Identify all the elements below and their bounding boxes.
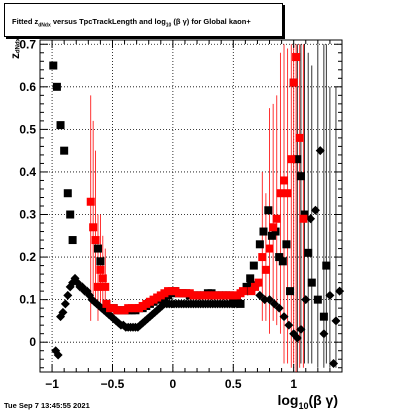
data-point-black-square <box>267 231 276 240</box>
data-point-black-diamond <box>310 205 320 215</box>
x-tick-label: 1 <box>290 377 297 391</box>
data-point-red-square <box>101 282 110 291</box>
data-point-black-square <box>319 312 328 321</box>
x-tick-label: −1 <box>45 377 59 391</box>
data-point-black-square <box>259 227 268 236</box>
data-point-red-square <box>247 287 256 296</box>
data-point-black-square <box>66 210 75 219</box>
y-tick-label: 0.6 <box>19 80 36 94</box>
data-point-red-square <box>91 236 100 245</box>
data-point-black-square <box>271 227 280 236</box>
data-point-black-square <box>286 287 295 296</box>
data-point-red-square <box>102 299 111 308</box>
data-point-black-diamond <box>255 290 265 300</box>
data-point-black-square <box>322 261 331 270</box>
data-point-black-diamond <box>63 290 73 300</box>
data-point-red-square <box>238 287 247 296</box>
data-point-red-square <box>269 223 278 232</box>
plot-frame <box>39 39 343 373</box>
y-axis-label: zdNdx <box>8 38 22 59</box>
data-point-red-square <box>265 244 274 253</box>
data-point-black-diamond <box>296 324 306 334</box>
data-point-red-square <box>86 197 95 206</box>
y-tick-label: 0.2 <box>19 250 36 264</box>
data-point-red-square <box>295 133 304 142</box>
data-point-red-square <box>98 274 107 283</box>
data-point-black-square <box>307 278 316 287</box>
chart-title-box: Fitted zdNdx versus TpcTrackLength and l… <box>4 3 283 37</box>
data-point-red-square <box>292 53 301 62</box>
data-point-red-square <box>251 282 260 291</box>
y-tick-label: 0.3 <box>19 208 36 222</box>
data-point-black-diamond <box>274 303 284 313</box>
data-point-black-square <box>304 248 313 257</box>
data-point-black-diamond <box>325 290 335 300</box>
data-point-red-square <box>258 253 267 262</box>
data-point-red-square <box>261 265 270 274</box>
y-tick-label: 0.4 <box>19 165 36 179</box>
x-tick-label: −0.5 <box>101 377 125 391</box>
data-point-red-square <box>254 278 263 287</box>
y-tick-label: 0.1 <box>19 293 36 307</box>
data-point-red-square <box>93 282 102 291</box>
data-point-black-square <box>93 244 102 253</box>
data-point-black-diamond <box>319 329 329 339</box>
data-point-black-diamond <box>269 299 279 309</box>
data-point-black-square <box>242 282 251 291</box>
data-point-black-diamond <box>306 214 316 224</box>
chart-title: Fitted zdNdx versus TpcTrackLength and l… <box>12 17 251 29</box>
y-tick-label: 0 <box>29 335 36 349</box>
data-point-black-square <box>282 240 291 249</box>
data-point-red-square <box>272 214 281 223</box>
data-point-black-diamond <box>60 299 70 309</box>
data-point-black-square <box>293 155 302 164</box>
data-point-red-square <box>96 265 105 274</box>
data-point-black-square <box>49 61 58 70</box>
x-tick-label: 0 <box>170 377 177 391</box>
data-point-black-diamond <box>331 316 341 326</box>
data-point-red-square <box>283 189 292 198</box>
data-point-black-diamond <box>234 297 244 307</box>
data-point-red-square <box>299 214 308 223</box>
data-point-black-square <box>296 172 305 181</box>
data-point-black-square <box>264 206 273 215</box>
data-point-black-diamond <box>329 358 339 368</box>
data-point-black-diamond <box>315 146 325 156</box>
data-point-black-diamond <box>260 295 270 305</box>
data-point-black-square <box>249 261 258 270</box>
data-point-black-diamond <box>279 312 289 322</box>
timestamp: Tue Sep 7 13:45:55 2021 <box>4 401 90 410</box>
data-point-red-square <box>276 189 285 198</box>
data-point-red-square <box>280 176 289 185</box>
x-axis-label: log10(β γ) <box>277 392 338 411</box>
data-point-black-square <box>313 295 322 304</box>
y-tick-label: 0.7 <box>19 37 36 51</box>
data-point-black-square <box>278 257 287 266</box>
data-point-black-diamond <box>292 333 302 343</box>
data-point-black-square <box>56 121 65 130</box>
data-point-black-diamond <box>53 350 63 360</box>
data-point-black-diamond <box>265 295 275 305</box>
data-point-black-square <box>255 240 264 249</box>
data-point-black-square <box>246 274 255 283</box>
data-point-black-square <box>300 210 309 219</box>
data-point-black-square <box>52 82 61 91</box>
data-point-black-diamond <box>284 320 294 330</box>
data-point-black-diamond <box>301 295 311 305</box>
data-point-black-square <box>275 253 284 262</box>
data-point-red-square <box>89 223 98 232</box>
data-point-black-diamond <box>58 307 68 317</box>
data-point-red-square <box>289 78 298 87</box>
data-point-black-square <box>60 146 69 155</box>
data-point-red-square <box>287 155 296 164</box>
y-tick-label: 0.5 <box>19 122 36 136</box>
data-point-black-square <box>96 257 105 266</box>
data-point-black-diamond <box>56 312 66 322</box>
x-tick-label: 0.5 <box>225 377 242 391</box>
data-point-black-square <box>63 189 72 198</box>
data-point-black-square <box>68 236 77 245</box>
